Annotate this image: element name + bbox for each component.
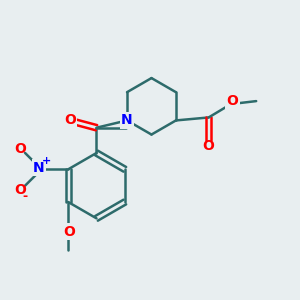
Text: O: O [64, 113, 76, 127]
Text: N: N [33, 161, 45, 175]
Text: O: O [226, 94, 238, 108]
Text: N: N [121, 113, 133, 128]
Text: -: - [22, 190, 28, 203]
Text: O: O [64, 225, 76, 239]
Text: O: O [15, 183, 27, 197]
Text: +: + [42, 156, 51, 166]
Text: O: O [203, 139, 214, 153]
Text: O: O [15, 142, 27, 155]
